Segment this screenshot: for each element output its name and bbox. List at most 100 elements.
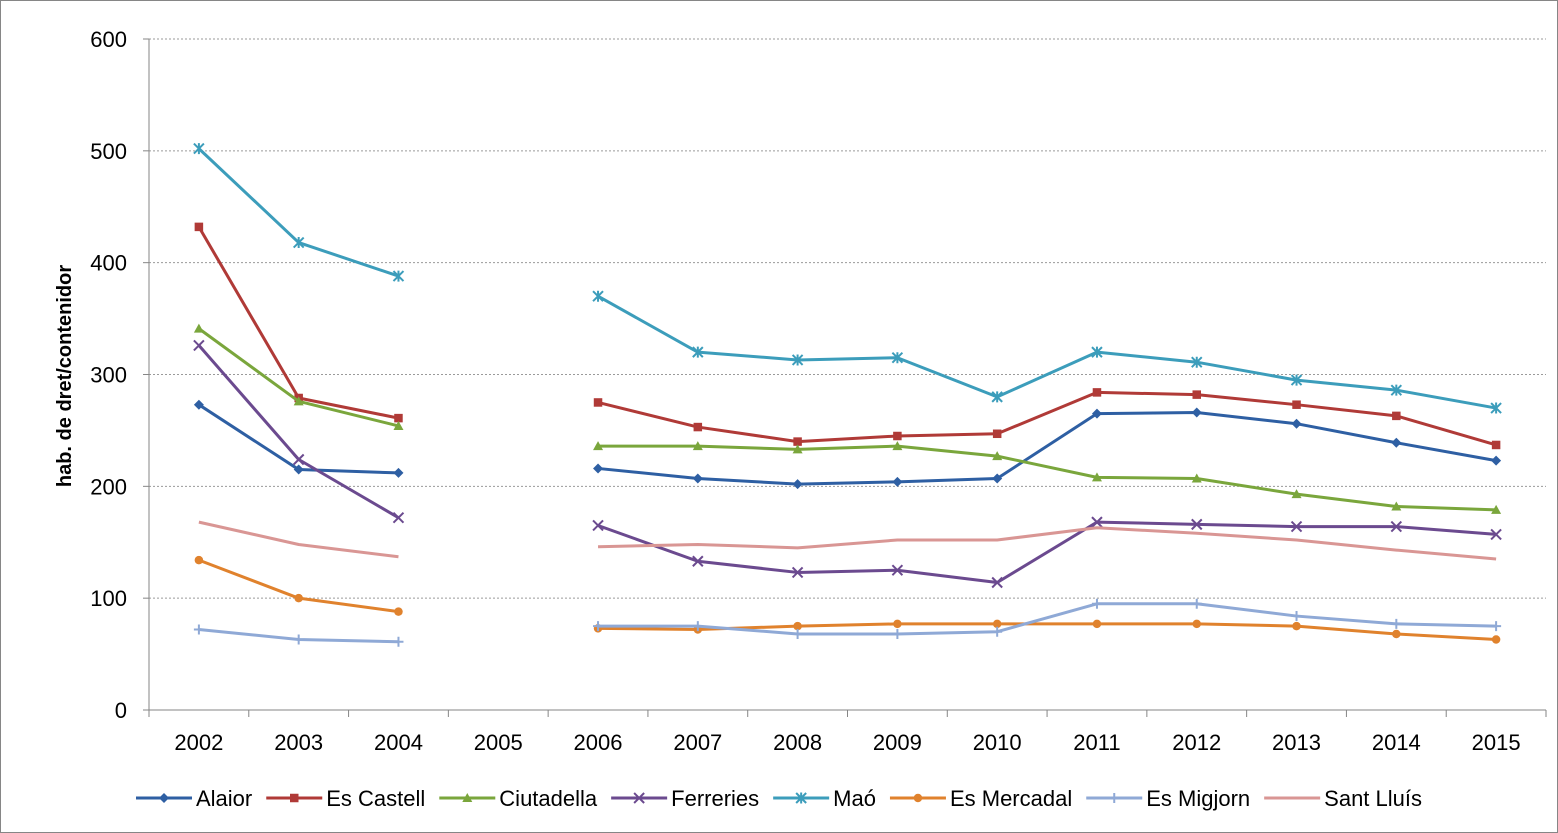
data-point	[292, 236, 305, 249]
x-tick-label: 2006	[574, 730, 623, 755]
series-line	[198, 403, 399, 475]
series-line	[197, 147, 399, 278]
y-tick-label: 200	[90, 474, 127, 499]
data-point	[292, 453, 305, 466]
x-tick-label: 2005	[474, 730, 523, 755]
legend-item-mao: Maó	[773, 786, 876, 811]
data-point	[1290, 374, 1303, 386]
data-point	[593, 441, 604, 451]
data-point	[193, 339, 205, 352]
data-point	[193, 323, 204, 333]
data-point	[1391, 437, 1402, 448]
data-point	[693, 422, 703, 432]
series-line	[597, 520, 1497, 585]
data-point	[992, 429, 1002, 439]
data-point	[1491, 455, 1502, 466]
series-line	[197, 344, 400, 519]
data-point	[992, 451, 1003, 461]
data-point	[1191, 473, 1202, 483]
data-point	[991, 576, 1003, 589]
data-point	[290, 793, 299, 803]
data-point	[293, 634, 304, 645]
x-tick-label: 2002	[174, 730, 223, 755]
data-point	[1390, 384, 1403, 396]
y-tick-label: 400	[90, 251, 127, 276]
legend-label: Maó	[833, 786, 876, 811]
x-tick-label: 2008	[773, 730, 822, 755]
data-point	[1291, 611, 1302, 622]
y-tick-label: 500	[90, 139, 127, 164]
data-point	[1091, 472, 1102, 482]
data-point	[194, 222, 204, 232]
data-point	[1191, 518, 1203, 531]
data-point	[1390, 520, 1403, 533]
x-tick-label: 2015	[1472, 730, 1521, 755]
legend-label: Ferreries	[671, 786, 759, 811]
data-point	[194, 555, 204, 565]
data-point	[692, 555, 704, 567]
data-point	[892, 441, 903, 451]
data-point	[792, 628, 803, 639]
data-point	[1091, 598, 1102, 609]
data-point	[913, 793, 923, 803]
data-point	[1392, 629, 1401, 639]
data-point	[1191, 407, 1202, 418]
series-line	[598, 622, 1497, 642]
series-es-mercadal	[194, 555, 1501, 644]
data-point	[791, 566, 804, 579]
data-point	[692, 441, 703, 451]
series-es-migjorn	[193, 598, 1502, 647]
data-point	[392, 511, 405, 524]
series-line	[598, 602, 1497, 636]
data-point	[193, 399, 204, 410]
data-point	[1091, 408, 1102, 419]
data-point	[593, 621, 604, 632]
data-point	[1491, 440, 1501, 450]
data-point	[893, 619, 902, 629]
series-line	[598, 526, 1497, 561]
series-sant-lluis	[198, 520, 1497, 561]
x-tick-label: 2003	[274, 730, 323, 755]
series-ciutadella	[193, 323, 1502, 514]
x-tick-label: 2004	[374, 730, 423, 755]
data-point	[791, 354, 804, 366]
data-point	[992, 619, 1002, 629]
legend-item-sant-lluis: Sant Lluís	[1264, 786, 1422, 811]
x-tick-label: 2013	[1272, 730, 1321, 755]
data-point	[1109, 793, 1120, 803]
x-tick-label: 2011	[1073, 730, 1120, 755]
data-point	[393, 467, 404, 478]
data-point	[1290, 520, 1303, 533]
data-point	[1391, 501, 1402, 511]
legend-label: Sant Lluís	[1324, 786, 1422, 811]
data-point	[293, 464, 304, 475]
legend-item-es-castell: Es Castell	[266, 786, 425, 811]
legend: Alaior Es Castell Ciutadella Ferreries Maó Es…	[136, 786, 1422, 811]
data-point	[1491, 635, 1501, 644]
series-line	[597, 390, 1497, 447]
data-point	[1091, 516, 1103, 528]
data-point	[893, 431, 902, 441]
y-tick-label: 100	[90, 586, 127, 611]
data-point	[1490, 528, 1502, 541]
data-point	[393, 420, 404, 430]
x-tick-label: 2012	[1172, 730, 1221, 755]
legend-label: Es Migjorn	[1146, 786, 1250, 811]
legend-item-ciutadella: Ciutadella	[439, 786, 598, 811]
data-point	[1291, 489, 1302, 499]
legend-label: Ciutadella	[499, 786, 598, 811]
gridlines	[149, 38, 1546, 599]
data-point	[393, 636, 404, 647]
legend-item-ferreries: Ferreries	[611, 786, 759, 811]
data-point	[392, 270, 405, 282]
data-point	[193, 624, 204, 635]
series-line	[597, 411, 1497, 486]
legend-label: Es Castell	[326, 786, 425, 811]
data-point	[394, 607, 403, 616]
y-tick-label: 300	[90, 363, 127, 388]
data-point	[991, 391, 1003, 403]
y-axis-title: hab. de dret/contenidor	[54, 265, 76, 487]
data-point	[592, 519, 604, 532]
data-point	[793, 437, 802, 446]
